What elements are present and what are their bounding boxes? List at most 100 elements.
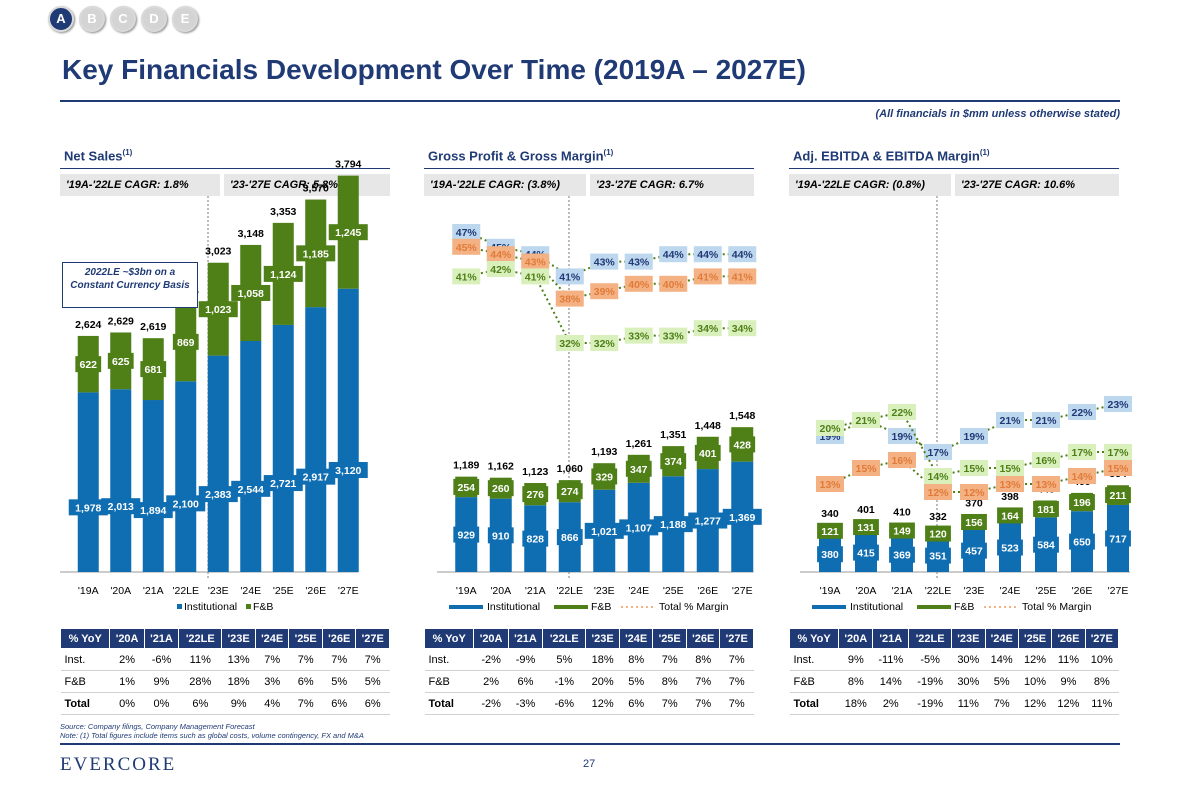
bar-label-institutional: 3,120 <box>335 465 361 477</box>
x-tick-label: '26E <box>1072 585 1093 597</box>
bar-label-fnb: 276 <box>526 489 544 501</box>
cagr-badge: '23-'27E CAGR: 6.7% <box>590 174 754 196</box>
bar-label-fnb-bg <box>591 468 618 485</box>
margin-label-fnb-bg <box>452 268 481 285</box>
margin-label-fnb: 32% <box>559 338 581 350</box>
cagr-badge: '19A-'22LE CAGR: (3.8%) <box>424 174 586 196</box>
margin-label-fnb-bg <box>486 261 515 277</box>
table-header: '22LE <box>178 628 223 649</box>
title-rule <box>60 100 1120 102</box>
table-row: Total 18% 2% -19% 11% 7% 12% 12% 11% <box>789 692 1119 715</box>
bar-institutional <box>175 381 197 572</box>
bar-label-institutional: 380 <box>821 549 839 561</box>
bar-label-fnb-bg <box>75 356 102 373</box>
total-label: 332 <box>929 511 947 523</box>
x-tick-label: '19A <box>456 585 477 597</box>
table-header: '27E <box>719 628 754 649</box>
total-label: 1,189 <box>453 460 479 472</box>
x-tick-label: '23E <box>208 585 229 597</box>
table-cell: 9% <box>1051 670 1086 693</box>
margin-label-fnb-bg <box>693 320 722 337</box>
x-tick-label: '20A <box>856 585 877 597</box>
table-header: '25E <box>1017 628 1053 649</box>
section-tab-a[interactable]: A <box>48 6 74 32</box>
table-cell: 7% <box>355 648 390 671</box>
total-label: 370 <box>965 498 983 510</box>
margin-label-total: 13% <box>1035 479 1057 491</box>
section-tab-d[interactable]: D <box>141 6 167 32</box>
table-cell: 5% <box>355 670 390 693</box>
table-cell: 12% <box>585 692 620 715</box>
table-cell: 6% <box>178 692 222 715</box>
bar-label-institutional: 2,383 <box>205 489 231 501</box>
bar-label-institutional: 2,013 <box>108 501 134 513</box>
bar-label-institutional-bg <box>1105 530 1131 547</box>
bar-label-fnb-bg <box>198 301 238 318</box>
margin-label-total-bg <box>852 460 880 476</box>
section-tab-e[interactable]: E <box>172 6 198 32</box>
margin-label-fnb-bg <box>728 320 757 337</box>
margin-label-institutional: 19% <box>963 431 985 443</box>
table-cell: 20% <box>585 670 620 693</box>
margin-label-institutional-bg <box>924 444 952 460</box>
section-tab-c[interactable]: C <box>110 6 136 32</box>
table-cell: 6% <box>288 670 323 693</box>
margin-label-fnb-bg <box>1068 444 1096 460</box>
table-cell: 30% <box>951 670 986 693</box>
table-cell: 10% <box>1018 670 1052 693</box>
table-row: F&B 2% 6% -1% 20% 5% 8% 7% 7% <box>424 670 754 693</box>
table-cell: 8% <box>838 670 873 693</box>
total-label: 2,619 <box>140 321 166 333</box>
margin-label-institutional-bg <box>452 224 481 240</box>
margin-label-institutional: 43% <box>594 257 616 269</box>
table-cell: 18% <box>221 670 256 693</box>
table-cell: F&B <box>789 670 839 693</box>
margin-label-fnb-bg <box>590 335 619 351</box>
legend-label: Institutional <box>850 601 903 613</box>
table-cell: 7% <box>288 692 323 715</box>
bar-label-institutional: 910 <box>492 530 510 542</box>
table-cell: 30% <box>951 648 986 671</box>
bar-label-institutional-bg <box>722 508 762 525</box>
table-row: Inst. -2% -9% 5% 18% 8% 7% 8% 7% <box>424 648 754 671</box>
table-header: '22LE <box>908 628 953 649</box>
table-row: Inst. 9% -11% -5% 30% 14% 12% 11% 10% <box>789 648 1119 671</box>
margin-label-institutional-bg <box>693 246 722 263</box>
bar-label-institutional-bg <box>961 542 987 559</box>
table-cell: 8% <box>652 670 687 693</box>
bar-institutional <box>207 355 229 572</box>
table-cell: 7% <box>686 670 720 693</box>
bar-label-fnb: 131 <box>857 522 875 534</box>
margin-label-fnb: 33% <box>663 331 685 343</box>
table-cell: 11% <box>1085 692 1119 715</box>
bar-institutional <box>272 324 294 572</box>
bar-label-institutional: 1,369 <box>729 512 755 524</box>
margin-label-total: 16% <box>891 455 913 467</box>
bar-label-institutional-bg <box>68 499 108 516</box>
margin-label-fnb: 17% <box>1071 447 1093 459</box>
section-tab-b[interactable]: B <box>79 6 105 32</box>
divider <box>424 168 754 169</box>
bar-label-fnb-bg <box>231 284 271 301</box>
table-header: '23E <box>585 628 620 649</box>
bar-label-fnb: 1,023 <box>205 304 231 316</box>
margin-label-total-bg <box>693 268 722 285</box>
cagr-badge: '19A-'22LE CAGR: 1.8% <box>60 174 220 196</box>
table-cell: -6% <box>542 692 586 715</box>
x-tick-label: '23E <box>964 585 985 597</box>
table-cell: -5% <box>908 648 952 671</box>
margin-label-institutional-bg <box>1104 396 1132 412</box>
table-cell: 7% <box>652 692 687 715</box>
bar-label-fnb: 1,185 <box>303 248 329 260</box>
margin-label-institutional: 21% <box>999 415 1021 427</box>
bar-label-fnb-bg <box>694 444 721 461</box>
table-cell: 2% <box>473 670 509 693</box>
margin-label-institutional-bg <box>1032 412 1060 428</box>
yoy-table-gross-profit: % YoY '20A '21A '22LE '23E '24E '25E '26E '27E In… <box>423 628 754 715</box>
bar-label-institutional-bg <box>166 495 206 512</box>
legend-swatch-fnb <box>246 604 251 609</box>
margin-label-total-bg <box>590 283 619 300</box>
table-header: '27E <box>355 628 390 649</box>
bar-label-institutional-bg <box>997 539 1023 556</box>
table-cell: -6% <box>144 648 179 671</box>
